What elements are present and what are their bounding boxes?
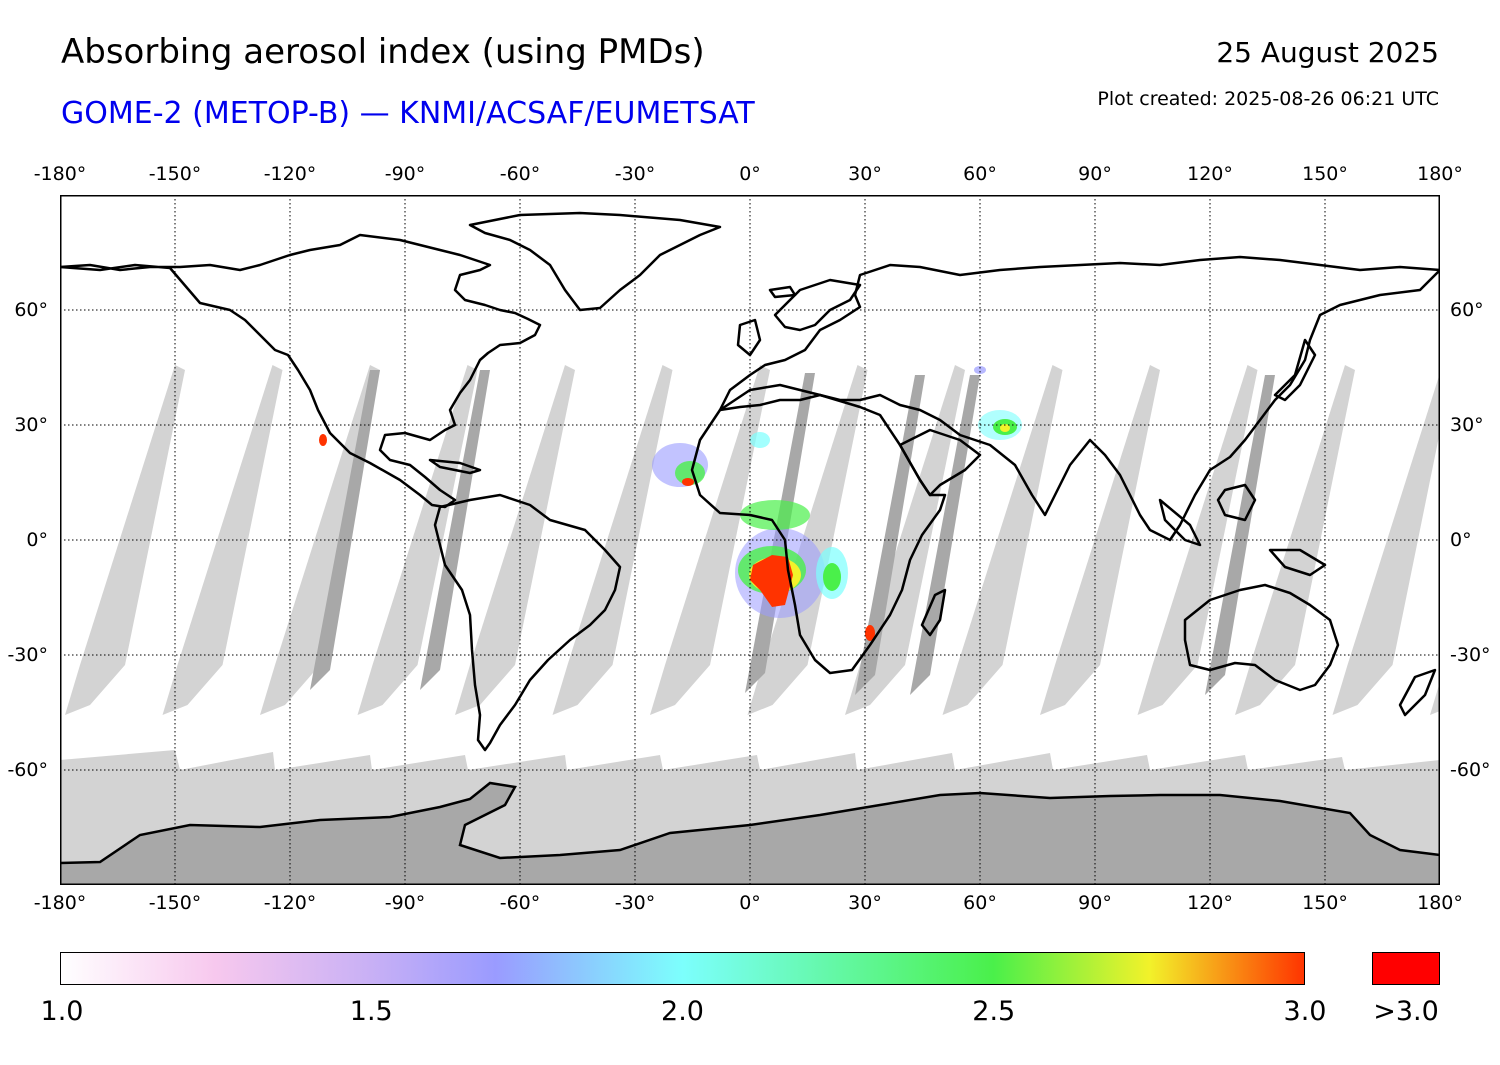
lon-tick-label: -150° bbox=[148, 892, 202, 914]
lon-tick-label: 60° bbox=[963, 892, 997, 914]
lat-tick-label: 60° bbox=[14, 299, 48, 321]
colorbar-tick-label: 1.0 bbox=[40, 996, 84, 1027]
lon-tick-label: -120° bbox=[263, 892, 317, 914]
lat-tick-label: 0° bbox=[1450, 529, 1472, 551]
map-date: 25 August 2025 bbox=[1216, 36, 1439, 69]
lon-tick-label: -90° bbox=[384, 163, 426, 185]
colorbar-tick-label: 3.0 bbox=[1283, 996, 1327, 1027]
plume-africa-south-red bbox=[750, 555, 793, 607]
lon-tick-label: 180° bbox=[1417, 163, 1463, 185]
lat-tick-label: -30° bbox=[7, 644, 48, 666]
coast-north-america bbox=[60, 233, 542, 509]
lon-tick-label: -30° bbox=[614, 163, 656, 185]
lat-tick-label: -60° bbox=[7, 759, 48, 781]
map-subtitle: GOME-2 (METOP-B) — KNMI/ACSAF/EUMETSAT bbox=[61, 96, 755, 131]
plume-west-africa-red bbox=[682, 478, 694, 486]
lon-tick-label: -60° bbox=[499, 163, 541, 185]
lon-tick-label: 120° bbox=[1187, 892, 1233, 914]
colorbar-frame bbox=[60, 952, 1305, 985]
lon-tick-label: 150° bbox=[1302, 163, 1348, 185]
colorbar bbox=[60, 952, 1305, 985]
colorbar-tick-label: 2.0 bbox=[661, 996, 704, 1027]
plume-sahara bbox=[750, 432, 770, 448]
lat-tick-label: 30° bbox=[14, 414, 48, 436]
coast-australia bbox=[1183, 583, 1340, 692]
lat-tick-label: 0° bbox=[26, 529, 48, 551]
lon-tick-label: -150° bbox=[148, 163, 202, 185]
coast-japan bbox=[1273, 338, 1317, 402]
colorbar-gradient bbox=[60, 952, 1305, 985]
map-canvas bbox=[60, 195, 1440, 885]
coast-new-zealand bbox=[1398, 668, 1437, 717]
lon-tick-label: -60° bbox=[499, 892, 541, 914]
lat-tick-label: 60° bbox=[1450, 299, 1484, 321]
lon-tick-label: -30° bbox=[614, 892, 656, 914]
lat-tick-label: -60° bbox=[1450, 759, 1491, 781]
orbit-gap-strip bbox=[162, 365, 283, 715]
plume-central-africa bbox=[740, 500, 810, 530]
lon-tick-label: 90° bbox=[1078, 163, 1112, 185]
missing-orbit-strip bbox=[420, 370, 490, 690]
lat-tick-label: 30° bbox=[1450, 414, 1484, 436]
coast-borneo bbox=[1216, 483, 1257, 522]
coast-eurasia bbox=[718, 255, 1440, 542]
lon-tick-label: -120° bbox=[263, 163, 317, 185]
coastlines bbox=[60, 211, 1440, 752]
coast-south-america bbox=[433, 493, 622, 752]
orbit-gap-strip bbox=[942, 365, 1063, 715]
coast-arabia bbox=[898, 428, 982, 497]
missing-orbit-strip bbox=[310, 370, 380, 690]
coast-iceland bbox=[768, 285, 797, 299]
lon-tick-label: -180° bbox=[33, 892, 87, 914]
colorbar-overflow-label: >3.0 bbox=[1373, 996, 1439, 1027]
coast-new-guinea bbox=[1268, 548, 1327, 577]
lon-tick-label: -90° bbox=[384, 892, 426, 914]
plume-caspian bbox=[974, 366, 986, 374]
plot-created-timestamp: Plot created: 2025-08-26 06:21 UTC bbox=[1097, 88, 1439, 110]
aerosol-plumes bbox=[319, 366, 1022, 641]
lon-tick-label: 90° bbox=[1078, 892, 1112, 914]
lon-tick-label: 150° bbox=[1302, 892, 1348, 914]
lat-tick-label: -30° bbox=[1450, 644, 1491, 666]
coast-uk bbox=[736, 318, 762, 357]
graticule bbox=[60, 195, 1440, 885]
coast-scandinavia bbox=[773, 278, 862, 332]
coast-madagascar bbox=[920, 588, 947, 637]
world-map bbox=[60, 195, 1440, 885]
plume-west-africa-green bbox=[675, 461, 705, 485]
lon-tick-label: -180° bbox=[33, 163, 87, 185]
map-frame bbox=[60, 195, 1440, 885]
coast-cuba bbox=[428, 458, 482, 475]
plume-mexico bbox=[319, 434, 327, 446]
missing-orbit-strip bbox=[1205, 375, 1275, 695]
coast-africa bbox=[690, 383, 947, 675]
colorbar-tick-label: 2.5 bbox=[972, 996, 1016, 1027]
plume-arabia-core bbox=[1000, 424, 1010, 432]
lon-tick-label: 180° bbox=[1417, 892, 1463, 914]
orbit-gap-strip bbox=[1332, 372, 1440, 715]
missing-orbit-strip bbox=[855, 375, 925, 695]
lon-tick-label: 30° bbox=[848, 163, 882, 185]
lon-tick-label: 0° bbox=[739, 163, 761, 185]
coast-sumatra bbox=[1158, 498, 1202, 547]
lon-tick-label: 0° bbox=[739, 892, 761, 914]
lon-tick-label: 30° bbox=[848, 892, 882, 914]
map-title: Absorbing aerosol index (using PMDs) bbox=[61, 32, 705, 72]
lon-tick-label: 120° bbox=[1187, 163, 1233, 185]
orbit-gap-strip bbox=[455, 365, 575, 715]
coast-greenland bbox=[468, 211, 722, 312]
colorbar-tick-label: 1.5 bbox=[349, 996, 393, 1027]
plume-mozambique bbox=[865, 625, 875, 641]
colorbar-overflow-swatch bbox=[1372, 952, 1440, 985]
orbit-gap-strip bbox=[650, 365, 770, 715]
lon-tick-label: 60° bbox=[963, 163, 997, 185]
plume-angola-east-green bbox=[823, 563, 841, 591]
